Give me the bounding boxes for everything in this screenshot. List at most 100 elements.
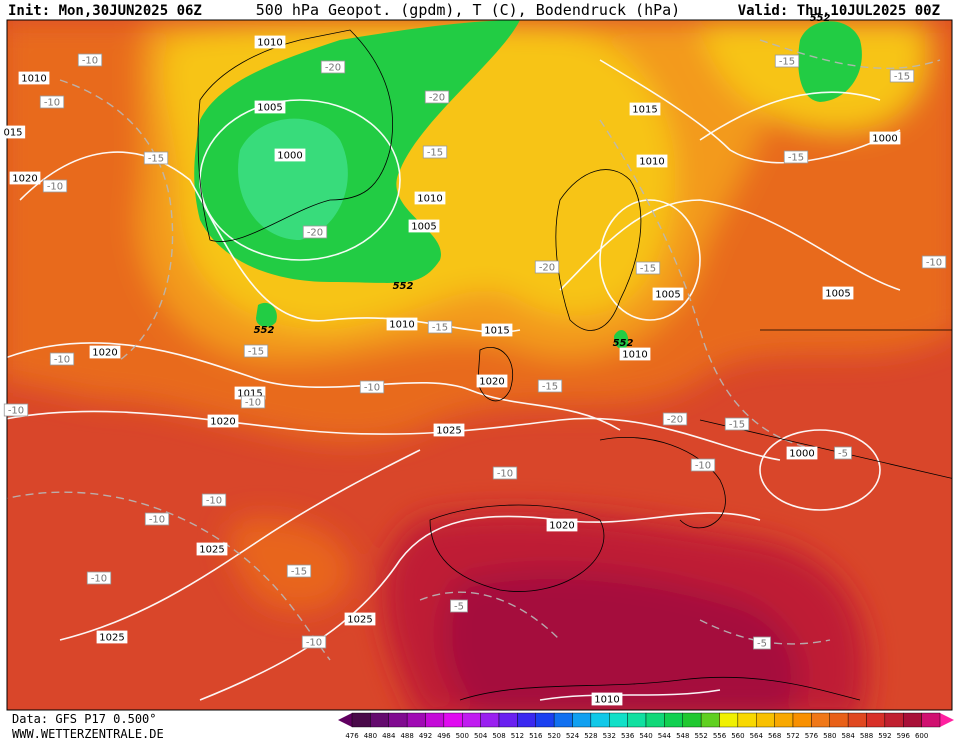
temperature-label: -15 (248, 347, 264, 358)
pressure-label: 1005 (825, 289, 850, 300)
pressure-label-box (786, 446, 818, 460)
temperature-label: -15 (291, 567, 307, 578)
temperature-label: -10 (926, 258, 942, 269)
height-label: 552 (613, 338, 634, 349)
temperature-label: -15 (894, 72, 910, 83)
temperature-label: -20 (325, 63, 341, 74)
temperature-label: -15 (542, 382, 558, 393)
colorbar: 476 480 484 488 492 496 500 504 508 512 516 520 524 5… (338, 712, 954, 740)
colorbar-swatch (406, 712, 426, 728)
colorbar-label: 484 (382, 732, 396, 740)
colorbar-label: 580 (823, 732, 836, 740)
pressure-label-box (196, 542, 228, 556)
colorbar-swatch (737, 712, 757, 728)
colorbar-arrow-left (338, 713, 352, 727)
pressure-label: 1020 (549, 521, 574, 532)
pressure-label: 1010 (417, 194, 442, 205)
colorbar-label: 564 (750, 732, 764, 740)
colorbar-label: 492 (419, 732, 432, 740)
temperature-label: -15 (432, 323, 448, 334)
temperature-label-box (302, 225, 328, 239)
pressure-label: 1000 (277, 151, 302, 162)
temperature-label: -10 (8, 406, 24, 417)
temperature-label-box (240, 395, 266, 409)
temperature-label-box (320, 60, 346, 74)
temperature-label-box (921, 255, 947, 269)
colorbar-label: 544 (658, 732, 672, 740)
colorbar-label: 600 (915, 732, 928, 740)
temperature-label-box (39, 95, 65, 109)
temperature-label-box (427, 320, 453, 334)
temperature-label: -5 (454, 602, 464, 613)
temperature-label: -10 (364, 383, 380, 394)
temperature-label: -15 (788, 153, 804, 164)
colorbar-swatch (480, 712, 500, 728)
colorbar-label: 584 (841, 732, 855, 740)
colorbar-label: 540 (639, 732, 652, 740)
colorbar-swatch (829, 712, 849, 728)
colorbar-label: 532 (603, 732, 616, 740)
pressure-label-box (254, 100, 286, 114)
temperature-label: -10 (695, 461, 711, 472)
pressure-label-box (869, 131, 901, 145)
colorbar-swatch (351, 712, 371, 728)
pressure-label: 1000 (872, 134, 897, 145)
pressure-label-box (822, 286, 854, 300)
temperature-label: -5 (838, 449, 848, 460)
temperature-label: -10 (206, 496, 222, 507)
temperature-label: -10 (82, 56, 98, 67)
colorbar-label: 504 (474, 732, 488, 740)
temperature-label-box (201, 493, 227, 507)
temperature-label: -20 (429, 93, 445, 104)
pressure-label-box (344, 612, 376, 626)
colorbar-swatch (517, 712, 536, 728)
colorbar-swatch (645, 712, 665, 728)
temperature-label-box (77, 53, 103, 67)
pressure-label-box (636, 154, 668, 168)
pressure-label-box (274, 148, 306, 162)
temperature-label: -5 (757, 639, 767, 650)
pressure-label: 1020 (479, 377, 504, 388)
colorbar-swatch (572, 712, 592, 728)
colorbar-swatch (553, 712, 573, 728)
pressure-label-box (9, 171, 41, 185)
colorbar-label: 528 (584, 732, 597, 740)
temperature-label-box (662, 412, 688, 426)
pressure-label: 1010 (21, 74, 46, 85)
pressure-label: 1005 (411, 222, 436, 233)
pressure-label-box (207, 414, 239, 428)
temperature-label-box (450, 599, 468, 613)
temperature-label-box (834, 446, 852, 460)
temperature-label: -15 (427, 148, 443, 159)
colorbar-swatch (425, 712, 445, 728)
colorbar-label: 548 (676, 732, 689, 740)
colorbar-label: 592 (878, 732, 891, 740)
colorbar-label: 480 (364, 732, 377, 740)
pressure-label: 1010 (622, 350, 647, 361)
pressure-label: 1010 (257, 38, 282, 49)
colorbar-label: 496 (437, 732, 451, 740)
temperature-label-box (783, 150, 809, 164)
pressure-label: 1020 (210, 417, 235, 428)
pressure-label: 1000 (789, 449, 814, 460)
pressure-label-box (0, 125, 26, 139)
colorbar-label: 488 (400, 732, 413, 740)
temperature-label-box (301, 635, 327, 649)
map-title: 500 hPa Geopot. (gpdm), T (C), Bodendruc… (256, 1, 680, 19)
colorbar-swatch (847, 712, 867, 728)
pressure-label-box (652, 287, 684, 301)
temperature-label: -20 (667, 415, 683, 426)
colorbar-label: 588 (860, 732, 873, 740)
temperature-label: -15 (729, 420, 745, 431)
height-label: 552 (810, 13, 831, 24)
pressure-label: 1015 (237, 389, 262, 400)
colorbar-swatch (535, 712, 555, 728)
temperature-label-box (286, 564, 312, 578)
map-field (7, 20, 952, 710)
colorbar-label: 576 (805, 732, 819, 740)
colorbar-swatch (921, 712, 941, 728)
colorbar-label: 516 (529, 732, 543, 740)
colorbar-swatch (590, 712, 610, 728)
pressure-label: 1025 (199, 545, 224, 556)
